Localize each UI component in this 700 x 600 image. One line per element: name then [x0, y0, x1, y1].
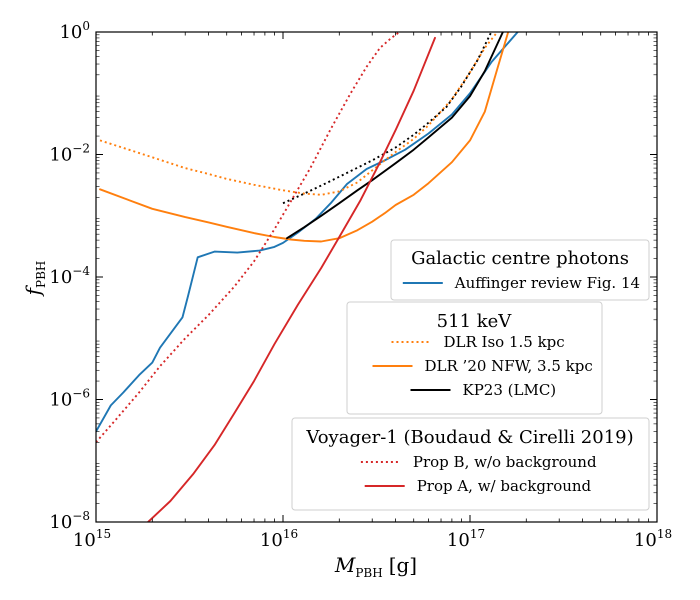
legend-box [346, 301, 603, 415]
x-tick-label: 1016 [260, 527, 298, 551]
ticks-layer: 1015 1016 1017 1018 10−8 10−6 10−4 10−2 100 [49, 19, 672, 551]
legend-box [291, 417, 650, 511]
y-tick-label: 10−6 [49, 387, 90, 411]
legend-layer: Galactic centre photons Auffinger review … [291, 239, 650, 511]
y-tick-label: 10−2 [49, 142, 90, 166]
legend-box [390, 239, 650, 301]
legend-entry-label: DLR Iso 1.5 kpc [444, 333, 565, 351]
legend-title: Galactic centre photons [411, 248, 629, 269]
legend-title: Voyager-1 (Boudaud & Cirelli 2019) [305, 427, 633, 448]
legend-galactic-centre-photons: Galactic centre photons Auffinger review … [390, 239, 650, 301]
legend-entry-label: Auffinger review Fig. 14 [454, 274, 640, 292]
series-layer [96, 32, 519, 522]
legend-voyager-1-boudaud-cirelli-2019: Voyager-1 (Boudaud & Cirelli 2019) Prop B… [291, 417, 650, 511]
y-tick-label: 100 [59, 19, 90, 43]
x-tick-label: 1017 [447, 527, 485, 551]
y-tick-label: 10−4 [49, 264, 90, 288]
legend-entry-label: KP23 (LMC) [463, 381, 557, 399]
series-auffinger-review-fig-14 [96, 32, 519, 433]
x-tick-label: 1018 [634, 527, 672, 551]
legend-entry-label: DLR ’20 NFW, 3.5 kpc [425, 357, 593, 375]
series-kp23-lmc-extension [282, 32, 493, 205]
legend-entry-label: Prop B, w/o background [413, 453, 597, 471]
y-tick-label: 10−8 [49, 509, 90, 533]
series-kp23-lmc [286, 32, 504, 240]
legend-title: 511 keV [437, 311, 513, 332]
legend-entry-label: Prop A, w/ background [417, 477, 592, 495]
series-prop-a-w-background [147, 36, 436, 522]
x-axis-title: MPBH [g] [334, 553, 417, 580]
x-tick-label: 1015 [73, 527, 111, 551]
series-dlr-iso-1-5-kpc [99, 32, 499, 196]
